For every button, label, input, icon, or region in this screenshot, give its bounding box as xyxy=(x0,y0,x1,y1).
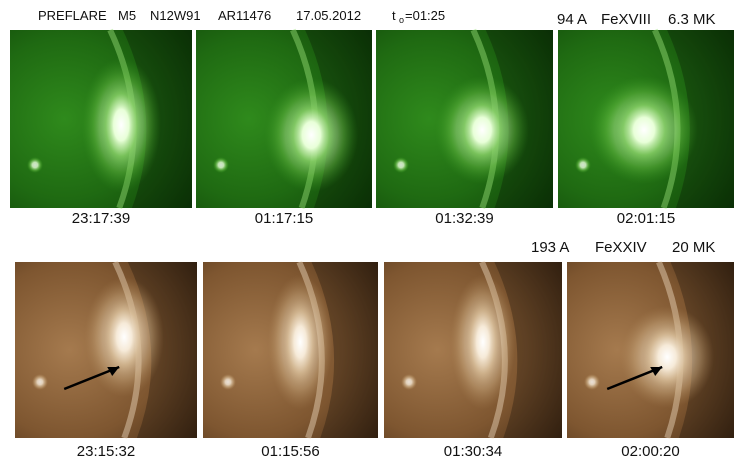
solar-image xyxy=(558,30,734,208)
bright-point xyxy=(220,374,236,390)
timestamp: 23:17:39 xyxy=(72,210,130,227)
bright-point xyxy=(393,157,409,173)
flare-core xyxy=(285,97,337,173)
timestamp: 23:15:32 xyxy=(77,443,135,460)
channel-label: FeXXIV xyxy=(595,239,647,256)
solar-image xyxy=(196,30,372,208)
flare-core xyxy=(99,80,143,170)
header-item: N12W91 xyxy=(150,8,201,23)
bright-point xyxy=(213,157,229,173)
channel-label: 193 A xyxy=(531,239,569,256)
bright-point xyxy=(584,374,600,390)
channel-label: FeXVIII xyxy=(601,11,651,28)
bright-point xyxy=(32,374,48,390)
t0-value: =01:25 xyxy=(405,8,445,23)
header-item: AR11476 xyxy=(218,8,271,23)
solar-image xyxy=(384,262,562,438)
t0-subscript: o xyxy=(399,15,404,25)
solar-image xyxy=(15,262,197,438)
flare-core xyxy=(465,297,501,387)
bright-point xyxy=(27,157,43,173)
timestamp: 01:17:15 xyxy=(255,210,313,227)
flare-core xyxy=(456,94,508,166)
flare-core xyxy=(282,297,318,387)
flare-core xyxy=(102,297,146,377)
solar-image xyxy=(376,30,553,208)
channel-label: 6.3 MK xyxy=(668,11,716,28)
timestamp: 01:32:39 xyxy=(435,210,493,227)
bright-point xyxy=(401,374,417,390)
flare-core xyxy=(614,94,674,166)
timestamp: 01:15:56 xyxy=(261,443,319,460)
bright-point xyxy=(575,157,591,173)
figure: PREFLARE M5 N12W91 AR11476 17.05.2012 t … xyxy=(0,0,734,463)
solar-image xyxy=(203,262,378,438)
timestamp: 02:01:15 xyxy=(617,210,675,227)
header-item: PREFLARE xyxy=(38,8,107,23)
header: PREFLARE M5 N12W91 AR11476 17.05.2012 t … xyxy=(38,8,445,25)
header-item: 17.05.2012 xyxy=(296,8,361,23)
flare-core xyxy=(641,323,693,391)
header-item: M5 xyxy=(118,8,136,23)
channel-label: 20 MK xyxy=(672,239,715,256)
solar-image xyxy=(567,262,734,438)
solar-image xyxy=(10,30,192,208)
timestamp: 01:30:34 xyxy=(444,443,502,460)
channel-label: 94 A xyxy=(557,11,587,28)
t0-symbol: t xyxy=(392,8,396,23)
timestamp: 02:00:20 xyxy=(621,443,679,460)
